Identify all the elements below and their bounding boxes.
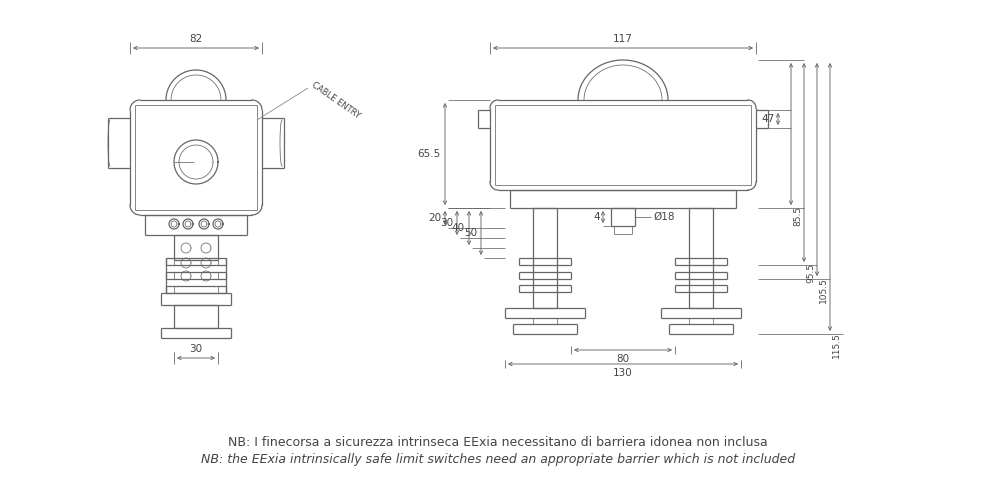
Text: 30: 30	[189, 344, 202, 354]
Text: CABLE ENTRY: CABLE ENTRY	[310, 80, 362, 120]
Text: 115.5: 115.5	[832, 332, 841, 358]
Text: 20: 20	[428, 213, 441, 223]
Text: 80: 80	[617, 354, 629, 364]
Text: 105.5: 105.5	[819, 277, 828, 303]
Text: 4: 4	[594, 212, 600, 222]
Text: 47: 47	[762, 114, 775, 124]
Text: 40: 40	[452, 223, 465, 233]
Text: 117: 117	[614, 34, 632, 44]
Text: NB: I finecorsa a sicurezza intrinseca EExia necessitano di barriera idonea non : NB: I finecorsa a sicurezza intrinseca E…	[228, 436, 768, 448]
Text: 30: 30	[440, 218, 453, 228]
Text: 65.5: 65.5	[417, 149, 441, 159]
Text: 130: 130	[614, 368, 632, 378]
Text: 82: 82	[189, 34, 202, 44]
Text: 85.5: 85.5	[793, 206, 802, 226]
Text: 50: 50	[464, 228, 477, 238]
Text: 95.5: 95.5	[806, 263, 815, 283]
Text: NB: the EExia intrinsically safe limit switches need an appropriate barrier whic: NB: the EExia intrinsically safe limit s…	[201, 454, 795, 466]
Text: Ø18: Ø18	[653, 212, 674, 222]
